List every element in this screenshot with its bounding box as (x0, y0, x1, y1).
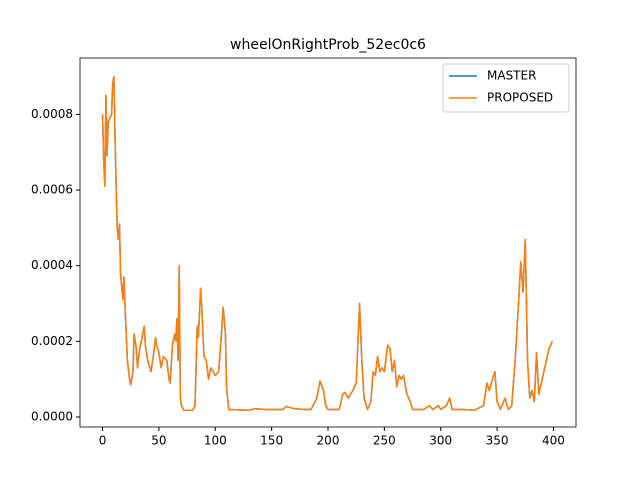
y-tick-label: 0.0002 (31, 334, 73, 348)
x-tick-label: 50 (151, 434, 166, 448)
x-tick-label: 0 (99, 434, 107, 448)
y-tick-label: 0.0008 (31, 107, 73, 121)
legend-label: PROPOSED (487, 91, 553, 105)
series-line (101, 75, 554, 411)
y-tick-label: 0.0000 (31, 410, 73, 424)
x-tick-label: 350 (486, 434, 509, 448)
x-tick-label: 400 (542, 434, 565, 448)
x-tick-label: 100 (204, 434, 227, 448)
x-tick-label: 200 (317, 434, 340, 448)
x-tick-label: 250 (373, 434, 396, 448)
legend-label: MASTER (487, 69, 536, 83)
y-tick-label: 0.0004 (31, 258, 73, 272)
x-tick-label: 150 (260, 434, 283, 448)
x-tick-label: 300 (429, 434, 452, 448)
series-line (101, 75, 554, 411)
chart-title: wheelOnRightProb_52ec0c6 (230, 37, 426, 53)
y-tick-label: 0.0006 (31, 183, 73, 197)
plot-frame (79, 57, 577, 428)
